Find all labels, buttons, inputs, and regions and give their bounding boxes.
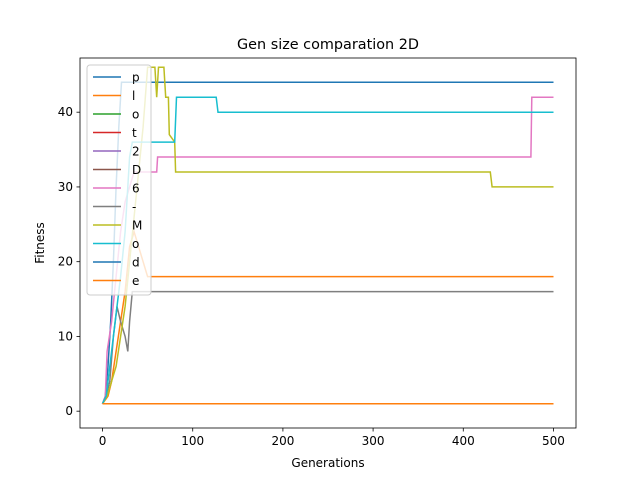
x-tick-label: 300: [362, 434, 385, 448]
plot-frame: [79, 57, 577, 429]
legend-label: -: [132, 200, 136, 214]
legend-label: e: [132, 274, 139, 288]
legend-label: M: [132, 219, 142, 233]
x-axis: 0 100 200 300 400 500: [99, 428, 565, 448]
series-line-8: [101, 66, 554, 405]
x-axis-label: Generations: [291, 456, 364, 470]
x-tick-label: 200: [271, 434, 294, 448]
legend-label: p: [132, 71, 140, 85]
y-axis-label: Fitness: [33, 222, 47, 264]
legend-label: 6: [132, 182, 140, 196]
y-tick-label: 20: [58, 255, 73, 269]
y-tick-label: 30: [58, 180, 73, 194]
y-axis: 0 10 20 30 40: [58, 105, 80, 418]
legend-label: l: [132, 89, 135, 103]
legend-label: d: [132, 256, 140, 270]
y-tick-label: 0: [65, 404, 73, 418]
x-tick-label: 0: [99, 434, 107, 448]
legend-label: o: [132, 108, 139, 122]
chart-title: Gen size comparation 2D: [237, 37, 419, 53]
x-tick-label: 100: [181, 434, 204, 448]
x-tick-label: 500: [542, 434, 565, 448]
y-tick-label: 10: [58, 329, 73, 343]
series-line-7: [101, 290, 554, 405]
y-tick-label: 40: [58, 105, 73, 119]
legend-label: o: [132, 237, 139, 251]
legend-box: [86, 64, 152, 296]
legend-label: 2: [132, 145, 140, 159]
legend-label: t: [132, 126, 137, 140]
legend-label: D: [132, 163, 141, 177]
x-tick-label: 400: [452, 434, 475, 448]
